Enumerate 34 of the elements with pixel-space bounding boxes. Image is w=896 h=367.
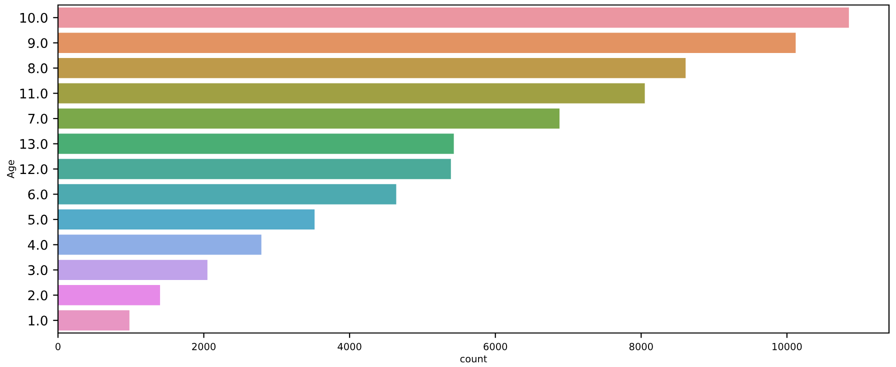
y-tick-label: 11.0 (20, 88, 48, 99)
x-tick-label: 8000 (629, 342, 653, 350)
x-tick-label: 0 (56, 342, 60, 350)
y-tick-label: 6.0 (28, 189, 48, 200)
x-tick-label: 2000 (192, 342, 216, 350)
y-axis-title: Age (7, 160, 16, 178)
bar (58, 209, 315, 230)
x-tick-label: 6000 (484, 342, 508, 350)
bar (58, 134, 454, 154)
bar (58, 285, 160, 306)
bar (58, 58, 686, 78)
bar (58, 108, 560, 129)
bar (58, 184, 396, 204)
bar (58, 8, 849, 28)
bar (58, 83, 645, 104)
y-tick-label: 9.0 (28, 38, 48, 48)
y-tick-label: 4.0 (28, 240, 48, 250)
y-tick-label: 2.0 (28, 290, 48, 300)
bar (58, 260, 208, 280)
bar (58, 158, 451, 180)
x-tick-label: 10000 (772, 342, 802, 350)
bar (58, 32, 796, 53)
bar (58, 310, 130, 330)
y-tick-label: 8.0 (28, 63, 48, 74)
y-tick-label: 1.0 (28, 316, 48, 326)
y-tick-label: 12.0 (20, 164, 48, 174)
x-axis-title: count (460, 355, 487, 362)
bar (58, 234, 262, 255)
y-tick-label: 13.0 (20, 138, 48, 149)
y-tick-label: 7.0 (28, 114, 48, 124)
y-tick-label: 5.0 (28, 214, 48, 225)
x-tick-label: 4000 (338, 342, 362, 350)
y-tick-label: 10.0 (20, 12, 48, 23)
y-tick-label: 3.0 (28, 265, 48, 276)
